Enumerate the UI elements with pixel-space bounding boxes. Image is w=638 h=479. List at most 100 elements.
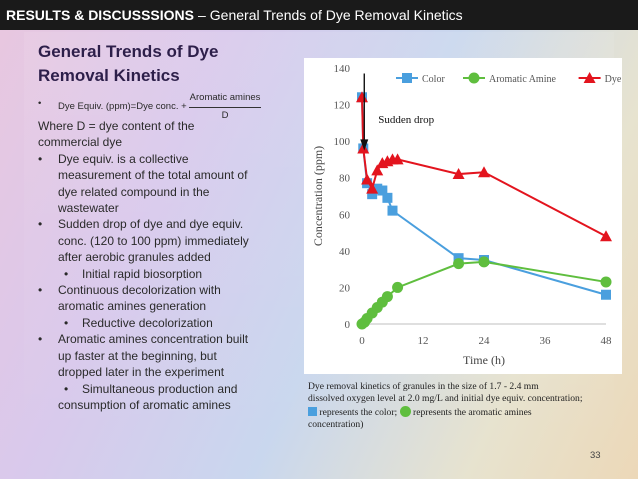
- y-tick-label: 120: [334, 100, 351, 112]
- bullet-text: measurement of the total amount of: [58, 168, 248, 183]
- slide-header-bar: RESULTS & DISCUSSSIONS – General Trends of…: [0, 0, 638, 30]
- bullet-item: dye related compound in the: [38, 184, 296, 200]
- legend-marker: [468, 72, 480, 84]
- bullet-dot: •: [38, 283, 43, 298]
- data-point: [356, 91, 368, 103]
- annotation-label: Sudden drop: [378, 114, 434, 126]
- bullet-dot: •: [64, 315, 69, 330]
- caption-line: Dye removal kinetics of granules in the …: [308, 381, 539, 392]
- bullet-item: wastewater: [38, 200, 296, 216]
- bullet-item: up faster at the beginning, but: [38, 348, 296, 364]
- bullet-items: • Dye equiv. is a collective measurement o…: [38, 151, 296, 414]
- data-point: [600, 276, 612, 288]
- bullet-text: Initial rapid biosorption: [82, 266, 203, 281]
- x-tick-label: 36: [540, 335, 552, 347]
- x-tick-label: 12: [418, 335, 429, 347]
- bullet-text: Simultaneous production and: [82, 381, 238, 396]
- data-point: [391, 153, 404, 165]
- data-point: [382, 192, 393, 203]
- x-tick-label: 48: [601, 335, 613, 347]
- data-point: [357, 142, 370, 154]
- data-point: [601, 289, 611, 300]
- page-number: 33: [590, 450, 601, 461]
- bullet-item: • Reductive decolorization: [38, 315, 296, 331]
- bullet-text: Continuous decolorization with: [58, 283, 221, 298]
- data-point: [381, 291, 393, 303]
- bullet-item: • Continuous decolorization with: [38, 282, 296, 298]
- annotation-arrowhead: [360, 139, 369, 151]
- bullet-dot: •: [38, 332, 43, 347]
- bullet-item: after aerobic granules added: [38, 249, 296, 265]
- y-tick-label: 140: [334, 63, 351, 75]
- bullet-text: up faster at the beginning, but: [58, 348, 217, 363]
- y-tick-label: 100: [334, 136, 351, 148]
- color-square-icon: [308, 406, 317, 416]
- legend-label: Color: [422, 74, 445, 85]
- chart-caption: Dye removal kinetics of granules in the …: [308, 381, 618, 432]
- bullet-text: after aerobic granules added: [58, 250, 211, 265]
- data-point: [372, 183, 383, 194]
- bullet-text: Dye equiv. is a collective: [58, 151, 189, 166]
- header-separator: –: [198, 7, 206, 23]
- dye-removal-chart: 0 20 40 60 80 100 120 140 0 12 24 36 48 Time (h) Conce…: [311, 63, 638, 367]
- x-tick-label: 24: [479, 335, 491, 347]
- bullet-item: • Aromatic amines concentration built: [38, 331, 296, 347]
- y-axis-title: Concentration (ppm): [311, 146, 325, 246]
- data-point: [478, 256, 490, 268]
- bullet-text: aromatic amines generation: [58, 299, 207, 314]
- bullet-text: Sudden drop of dye and dye equiv.: [58, 217, 244, 232]
- bullet-item: • Initial rapid biosorption: [38, 266, 296, 282]
- chart-container: 0 20 40 60 80 100 120 140 0 12 24 36 48 Time (h) Conce…: [304, 58, 638, 374]
- formula-bullet: • Dye Equiv. (ppm)=Dye conc. + Aromatic …: [38, 92, 296, 121]
- page-title: General Trends of Dye Removal Kinetics: [38, 40, 298, 88]
- page-title-line-1: General Trends of Dye: [38, 42, 219, 61]
- bullet-text: Aromatic amines concentration built: [58, 332, 249, 347]
- data-point: [387, 205, 398, 216]
- bullet-dot: •: [64, 381, 69, 396]
- x-axis-title: Time (h): [463, 353, 505, 367]
- legend-marker: [583, 72, 596, 83]
- data-point: [453, 258, 465, 270]
- legend-label: Aromatic Amine: [489, 74, 556, 85]
- data-point: [361, 173, 374, 185]
- formula-numerator: Aromatic amines: [188, 90, 262, 108]
- bullet-item: • Dye equiv. is a collective: [38, 151, 296, 167]
- y-tick-label: 60: [339, 209, 351, 221]
- bullet-text: dropped later in the experiment: [58, 365, 225, 380]
- bullet-text: dye related compound in the: [58, 184, 210, 199]
- series-line-aromatic-amine: [361, 260, 607, 325]
- bullet-item: • Simultaneous production and: [38, 381, 296, 397]
- bullet-text: consumption of aromatic amines: [58, 397, 231, 412]
- bullet-list: • Dye Equiv. (ppm)=Dye conc. + Aromatic …: [38, 92, 296, 414]
- formula-fraction: Aromatic amines D: [188, 90, 262, 124]
- bullet-item: conc. (120 to 100 ppm) immediately: [38, 233, 296, 249]
- data-point: [367, 189, 378, 200]
- formula-denominator: D: [221, 109, 229, 121]
- data-point: [452, 168, 465, 180]
- header-subtitle: General Trends of Dye Removal Kinetics: [209, 7, 463, 23]
- bullet-dot: •: [64, 266, 69, 281]
- data-point: [377, 185, 388, 196]
- formula-text: Dye Equiv. (ppm)=Dye conc. +: [58, 100, 187, 112]
- amine-circle-icon: [399, 405, 411, 417]
- caption-line: concentration): [308, 419, 364, 431]
- bullet-text: Reductive decolorization: [82, 315, 213, 330]
- bullet-text: conc. (120 to 100 ppm) immediately: [58, 233, 249, 248]
- bullet-item: dropped later in the experiment: [38, 364, 296, 380]
- caption-line: dissolved oxygen level at 2.0 mg/L and i…: [308, 393, 583, 405]
- legend-label: Dye Equiv.: [605, 74, 622, 85]
- y-tick-label: 20: [339, 282, 351, 294]
- bullet-dot: •: [38, 98, 42, 109]
- bullet-text: wastewater: [58, 201, 119, 216]
- y-tick-label: 0: [345, 319, 351, 331]
- data-point: [371, 164, 384, 176]
- bullet-dot: •: [38, 217, 43, 232]
- bullet-item: • Sudden drop of dye and dye equiv.: [38, 216, 296, 232]
- section-title: RESULTS & DISCUSSSIONS: [6, 7, 194, 23]
- page-title-line-2: Removal Kinetics: [38, 66, 180, 85]
- data-point: [392, 281, 404, 293]
- data-point: [478, 166, 490, 178]
- bullet-item: measurement of the total amount of: [38, 167, 296, 183]
- bullet-dot: •: [38, 151, 43, 166]
- caption-color-text: represents the color;: [319, 406, 398, 418]
